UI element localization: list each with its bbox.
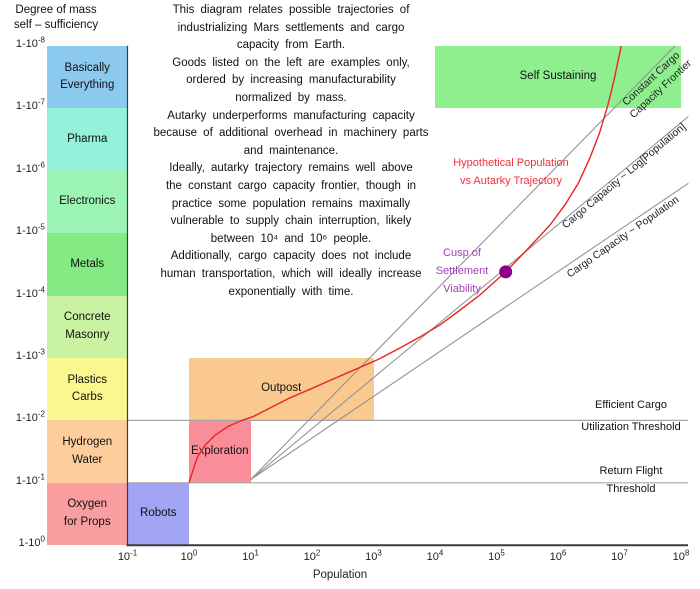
region-label-outpost: Outpost — [261, 382, 302, 395]
efficient-cargo-label-line1: Efficient Cargo — [595, 399, 667, 411]
x-axis-label: Population — [312, 569, 368, 581]
region-robots: Robots — [127, 482, 189, 546]
left-band-label: Basically — [64, 61, 110, 74]
left-band-label: Everything — [60, 79, 115, 92]
left-band-metals: Metals — [47, 233, 128, 296]
intro-line: practice some population remains maximal… — [171, 197, 411, 210]
trajectory-label-line1: Hypothetical Population — [453, 157, 569, 169]
left-band-label: Masonry — [65, 328, 110, 341]
intro-line: the constant cargo capacity frontier, th… — [165, 179, 417, 192]
x-tick-label: 108 — [672, 548, 690, 563]
cusp-label: Cusp of Settlement Viability — [436, 244, 489, 298]
left-band-label: Carbs — [71, 391, 103, 404]
x-tick-label: 101 — [242, 548, 259, 563]
x-tick-label: 102 — [303, 548, 321, 563]
y-tick-label: 1-10-7 — [15, 97, 45, 113]
left-band-label: Pharma — [67, 132, 108, 145]
cusp-of-settlement-viability-dot — [499, 265, 513, 279]
intro-line: exponentially with time. — [228, 285, 354, 298]
intro-line: This diagram relates possible trajectori… — [172, 4, 410, 16]
intro-line: Autarky underperforms manufacturing capa… — [167, 109, 415, 122]
left-band-label: Water — [72, 453, 103, 466]
intro-line: ordered by increasing manufacturability — [186, 74, 396, 87]
y-tick-label: 1-10-5 — [15, 222, 45, 238]
x-tick-label: 10-1 — [117, 548, 138, 563]
return-flight-label-line2: Threshold — [606, 483, 656, 495]
trajectory-label-line2: vs Autarky Trajectory — [459, 175, 563, 187]
y-tick-label: 1-10-8 — [15, 35, 45, 50]
region-label-self-sustaining: Self Sustaining — [519, 70, 597, 83]
x-tick-label: 103 — [365, 548, 382, 563]
left-band-label: for Props — [63, 515, 111, 528]
intro-line: industrializing Mars settlements and car… — [177, 21, 405, 34]
left-band-label: Metals — [70, 257, 105, 270]
y-axis-title-line2: self – sufficiency — [13, 19, 99, 31]
y-tick-label: 1-10-1 — [15, 472, 45, 487]
cusp-label-line1: Cusp of — [443, 247, 481, 259]
cusp-label-line2: Settlement — [435, 265, 489, 277]
left-band-pharma: Pharma — [47, 108, 128, 171]
intro-line: because of additional overhead in machin… — [153, 127, 429, 140]
intro-line: normalized by mass. — [235, 91, 347, 104]
y-tick-label: 1-10-4 — [15, 284, 45, 300]
y-tick-label: 1-100 — [18, 534, 45, 550]
x-tick-label: 105 — [488, 548, 505, 563]
intro-line: capacity from Earth. — [236, 39, 346, 52]
region-outpost: Outpost — [189, 358, 374, 421]
intro-line: human transportation, which will ideally… — [160, 267, 422, 280]
intro-line: Goods listed on the left are examples on… — [172, 56, 410, 69]
left-band-oxygen-for-props: Oxygen for Props — [47, 482, 128, 546]
cusp-label-line3: Viability — [443, 283, 481, 295]
intro-line: Additionally, cargo capacity does not in… — [170, 250, 412, 263]
left-band-plastics-carbs: Plastics Carbs — [47, 358, 128, 421]
left-band-label: Electronics — [59, 195, 116, 208]
x-tick-label: 104 — [426, 548, 444, 563]
y-axis-title-line1: Degree of mass — [15, 4, 97, 16]
intro-line: vulnerable to supply chain interruption,… — [170, 215, 412, 228]
left-band-label: Concrete — [63, 311, 111, 324]
trajectory-label: Hypothetical Population vs Autarky Traje… — [453, 154, 569, 190]
left-band-label: Hydrogen — [62, 436, 113, 449]
y-axis-title: Degree of mass self – sufficiency — [0, 3, 112, 33]
left-band-label: Plastics — [67, 373, 108, 386]
left-band-electronics: Electronics — [47, 170, 128, 234]
intro-line: and maintenance. — [243, 144, 339, 157]
return-flight-label-line1: Return Flight — [599, 465, 663, 477]
x-tick-label: 106 — [549, 548, 567, 563]
efficient-cargo-label-line2: Utilization Threshold — [581, 421, 681, 433]
x-tick-label: 107 — [611, 548, 628, 563]
y-tick-label: 1-10-2 — [15, 409, 45, 425]
region-label-exploration: Exploration — [190, 444, 249, 457]
y-tick-label: 1-10-3 — [15, 347, 45, 362]
y-tick-label: 1-10-6 — [15, 160, 45, 175]
cargo-capacity-log-population-label: Cargo Capacity ~ Log[Population] — [559, 120, 689, 232]
left-band-hydrogen-water: Hydrogen Water — [47, 420, 128, 483]
region-exploration: Exploration — [189, 420, 251, 483]
left-band-label: Oxygen — [67, 498, 108, 511]
region-label-robots: Robots — [140, 507, 177, 520]
intro-line: Ideally, autarky trajectory remains well… — [169, 162, 413, 175]
x-tick-label: 100 — [180, 548, 198, 563]
intro-text: This diagram relates possible trajectori… — [105, 2, 477, 301]
left-band-concrete-masonry: Concrete Masonry — [47, 295, 128, 358]
intro-line: between 10⁴ and 10⁶ people. — [210, 232, 372, 245]
left-band-basically-everything: Basically Everything — [47, 46, 128, 109]
